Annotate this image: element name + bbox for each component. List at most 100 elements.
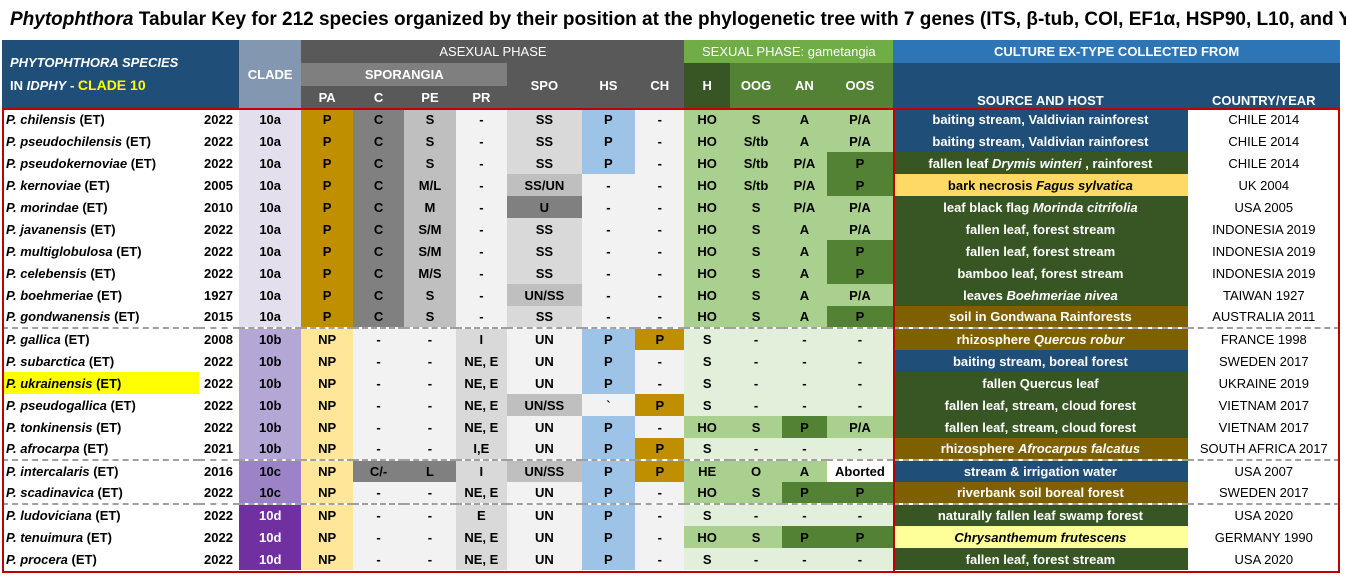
an-cell: A (782, 262, 827, 284)
species-name: P. morindae (ET) (2, 196, 199, 218)
pr-cell: NE, E (455, 372, 508, 394)
species-genus: P. (6, 485, 21, 500)
sexual-phase-header: SEXUAL PHASE: gametangia (684, 40, 894, 63)
ch-cell: P (635, 327, 685, 350)
source-host-part: rhizosphere (956, 332, 1034, 347)
pa-cell: P (301, 218, 353, 240)
country-year-cell: USA 2005 (1187, 196, 1340, 218)
source-host-cell: rhizosphere Quercus robur (893, 327, 1188, 350)
pr-cell: NE, E (455, 482, 508, 504)
c-cell: - (352, 526, 405, 548)
pe-cell: S/M (404, 240, 456, 262)
species-suffix: (ET) (93, 485, 123, 500)
hs-cell: P (581, 130, 636, 152)
spo-cell: UN/SS (507, 394, 582, 416)
oog-cell: - (729, 350, 783, 372)
table-row: P. scadinavica (ET) 2022 10c NP - - NE, E UN P - H… (2, 482, 1340, 504)
country-year-cell: CHILE 2014 (1187, 152, 1340, 174)
pa-cell: NP (301, 438, 353, 460)
country-year-cell: FRANCE 1998 (1187, 327, 1340, 350)
source-host-cell: Chrysanthemum frutescens (893, 526, 1188, 548)
species-year: 1927 (198, 284, 239, 306)
species-name: P. afrocarpa (ET) (2, 438, 199, 460)
h-cell: HO (684, 526, 730, 548)
hs-cell: ` (581, 394, 636, 416)
species-name: P. ukrainensis (ET) (2, 372, 199, 394)
source-host-part: fallen Quercus leaf (982, 375, 1099, 391)
species-epithet: gondwanensis (20, 309, 111, 324)
country-year-cell: AUSTRALIA 2011 (1187, 306, 1340, 328)
c-cell: - (352, 548, 405, 570)
pe-cell: M/S (404, 262, 456, 284)
oog-cell: S (729, 108, 783, 130)
an-cell: P/A (782, 174, 827, 196)
h-cell: HO (684, 196, 730, 218)
species-genus: P. (6, 309, 21, 324)
spo-cell: SS (507, 218, 582, 240)
c-cell: - (352, 503, 405, 526)
ch-cell: P (635, 438, 685, 460)
oos-cell: - (826, 503, 894, 526)
source-host-cell: baiting stream, Valdivian rainforest (893, 108, 1188, 130)
source-host-cell: fallen leaf, forest stream (893, 240, 1188, 262)
h-cell: S (684, 438, 730, 460)
an-cell: A (782, 240, 827, 262)
col-an: AN (782, 63, 827, 108)
an-cell: A (782, 108, 827, 130)
ch-cell: - (635, 174, 685, 196)
species-epithet: gallica (20, 332, 61, 347)
oos-cell: - (826, 350, 894, 372)
hs-cell: - (581, 174, 636, 196)
source-host-part: naturally fallen leaf swamp forest (937, 508, 1143, 523)
h-cell: S (684, 548, 730, 570)
spo-cell: UN (507, 416, 582, 438)
hs-cell: P (581, 108, 636, 130)
title-text: Tabular Key for 212 species organized by… (133, 9, 1346, 30)
species-name: P. scadinavica (ET) (2, 482, 199, 504)
an-cell: P/A (782, 196, 827, 218)
species-epithet: morindae (20, 199, 79, 215)
spo-cell: UN (507, 350, 582, 372)
species-year: 2022 (198, 262, 239, 284)
ch-cell: - (635, 152, 685, 174)
oos-cell: P/A (826, 218, 894, 240)
species-genus: P. (6, 111, 21, 127)
h-cell: HE (684, 459, 730, 482)
oos-cell: - (826, 372, 894, 394)
oos-cell: - (826, 548, 894, 570)
ch-cell: - (635, 262, 685, 284)
oos-cell: P (826, 262, 894, 284)
species-suffix: (ET) (112, 243, 142, 259)
col-pe: PE (404, 86, 456, 108)
oog-cell: S (729, 526, 783, 548)
c-cell: - (352, 482, 405, 504)
country-year-cell: INDONESIA 2019 (1187, 262, 1340, 284)
pe-cell: - (404, 394, 456, 416)
species-genus: P. (6, 243, 21, 259)
clade-cell: 10b (238, 350, 302, 372)
pr-cell: NE, E (455, 350, 508, 372)
oos-cell: P (826, 174, 894, 196)
oog-cell: - (729, 372, 783, 394)
pe-cell: M/L (404, 174, 456, 196)
source-host-part: baiting stream, Valdivian rainforest (932, 111, 1149, 127)
country-year-cell: TAIWAN 1927 (1187, 284, 1340, 306)
oos-cell: P (826, 482, 894, 504)
species-suffix: (ET) (86, 221, 116, 237)
table-row: P. kernoviae (ET) 2005 10a P C M/L - SS/UN - - HO S… (2, 174, 1340, 196)
species-year: 2022 (198, 482, 239, 504)
species-epithet: pseudogallica (20, 397, 107, 413)
species-name: P. intercalaris (ET) (2, 459, 199, 482)
species-suffix: (ET) (75, 111, 105, 127)
clade-cell: 10d (238, 548, 302, 570)
species-epithet: tonkinensis (20, 419, 93, 435)
oos-cell: P/A (826, 130, 894, 152)
ch-cell: - (635, 350, 685, 372)
c-cell: C (352, 130, 405, 152)
species-epithet: chilensis (20, 111, 76, 127)
source-host-cell: rhizosphere Afrocarpus falcatus (893, 438, 1188, 460)
source-host-part: bark necrosis (947, 177, 1037, 193)
species-suffix: (ET) (79, 441, 109, 456)
oog-cell: S (729, 240, 783, 262)
source-host-part: leaf black flag (943, 199, 1033, 215)
